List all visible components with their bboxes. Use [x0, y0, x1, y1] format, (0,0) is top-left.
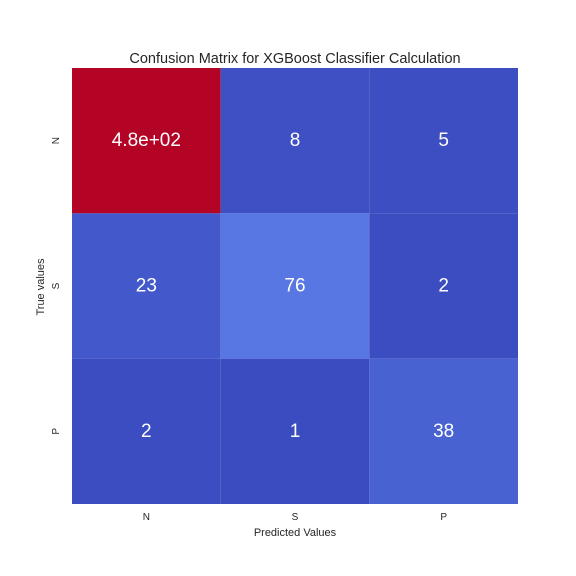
cell-value-label: 23 [136, 276, 157, 297]
x-tick-label: S [292, 512, 299, 523]
heatmap-cell-p-n [72, 358, 221, 504]
y-tick-label: P [51, 428, 62, 435]
cell-value-label: 38 [433, 421, 454, 442]
cell-value-label: 4.8e+02 [112, 130, 181, 151]
x-axis-label: Predicted Values [254, 527, 337, 539]
x-tick-label: P [440, 512, 447, 523]
heatmap-cell-s-p [369, 213, 518, 359]
x-tick-label: N [143, 512, 150, 523]
heatmap-cell-s-n [72, 213, 221, 359]
heatmap-cell-p-p [369, 358, 518, 504]
heatmap-cell-s-s [220, 213, 370, 359]
heatmap-cell-n-p [369, 68, 518, 214]
y-tick-label: N [51, 137, 62, 144]
heatmap-cells: 4.8e+02 8 5 23 76 2 2 1 38 [72, 68, 518, 504]
y-tick-label: S [51, 282, 62, 289]
heatmap-cell-n-n [72, 68, 221, 214]
cell-value-label: 2 [438, 276, 449, 297]
cell-value-label: 1 [290, 421, 301, 442]
cell-value-label: 2 [141, 421, 152, 442]
heatmap-cell-p-s [220, 358, 370, 504]
cell-value-label: 8 [290, 130, 301, 151]
y-tick-labels: N S P [51, 137, 62, 435]
cell-value-label: 76 [284, 276, 305, 297]
y-axis-label: True values [35, 258, 47, 316]
cell-value-label: 5 [438, 130, 449, 151]
chart-title: Confusion Matrix for XGBoost Classifier … [129, 51, 460, 67]
heatmap-cell-n-s [220, 68, 370, 214]
